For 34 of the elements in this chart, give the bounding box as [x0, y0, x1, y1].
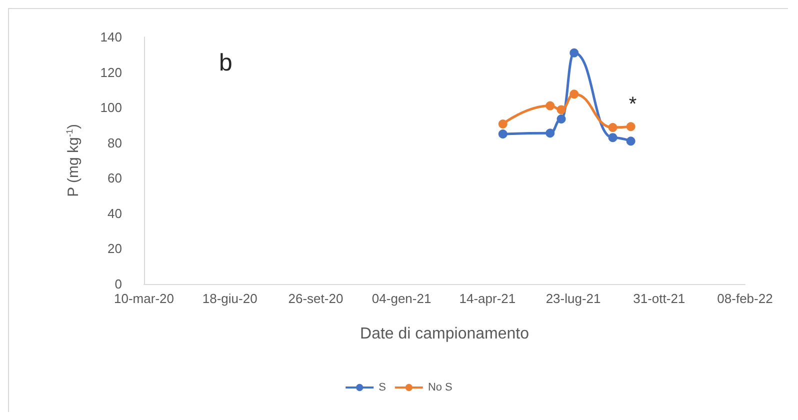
y-tick-label: 40 [108, 206, 122, 221]
y-tick-label: 80 [108, 135, 122, 150]
point [556, 114, 566, 124]
point [546, 101, 555, 110]
point [570, 90, 579, 99]
y-axis-title: P (mg kg-1) [64, 124, 82, 197]
y-tick-label: 60 [108, 170, 122, 186]
x-axis-title: Date di campionamento [360, 326, 530, 342]
y-tick-label: 140 [100, 30, 122, 44]
point [626, 122, 636, 132]
point [556, 105, 566, 114]
x-tick-label: 31-ott-21 [633, 291, 686, 306]
y-tick-label: 0 [114, 276, 122, 292]
point [626, 136, 636, 146]
x-tick-label: 23-lug-21 [546, 291, 601, 306]
x-tick-label: 08-feb-22 [717, 291, 773, 306]
y-tick-label: 20 [108, 241, 122, 256]
x-tick-label: 10-mar-20 [114, 291, 174, 306]
y-tick-label: 100 [100, 100, 122, 116]
legend-label: S [378, 382, 386, 394]
annotation: b [219, 50, 232, 76]
x-tick-label: 26-set-20 [288, 291, 344, 306]
legend-label: No S [428, 382, 452, 394]
point [608, 133, 618, 142]
x-tick-label: 14-apr-21 [459, 291, 516, 306]
x-tick-label: 18-giu-20 [202, 291, 258, 306]
point [608, 123, 618, 132]
point [498, 119, 508, 128]
y-tick-label: 120 [100, 64, 122, 80]
point [546, 128, 555, 138]
point [498, 130, 508, 139]
x-tick-label: 04-gen-21 [372, 291, 432, 306]
annotation: * [628, 94, 637, 116]
point [570, 48, 579, 58]
